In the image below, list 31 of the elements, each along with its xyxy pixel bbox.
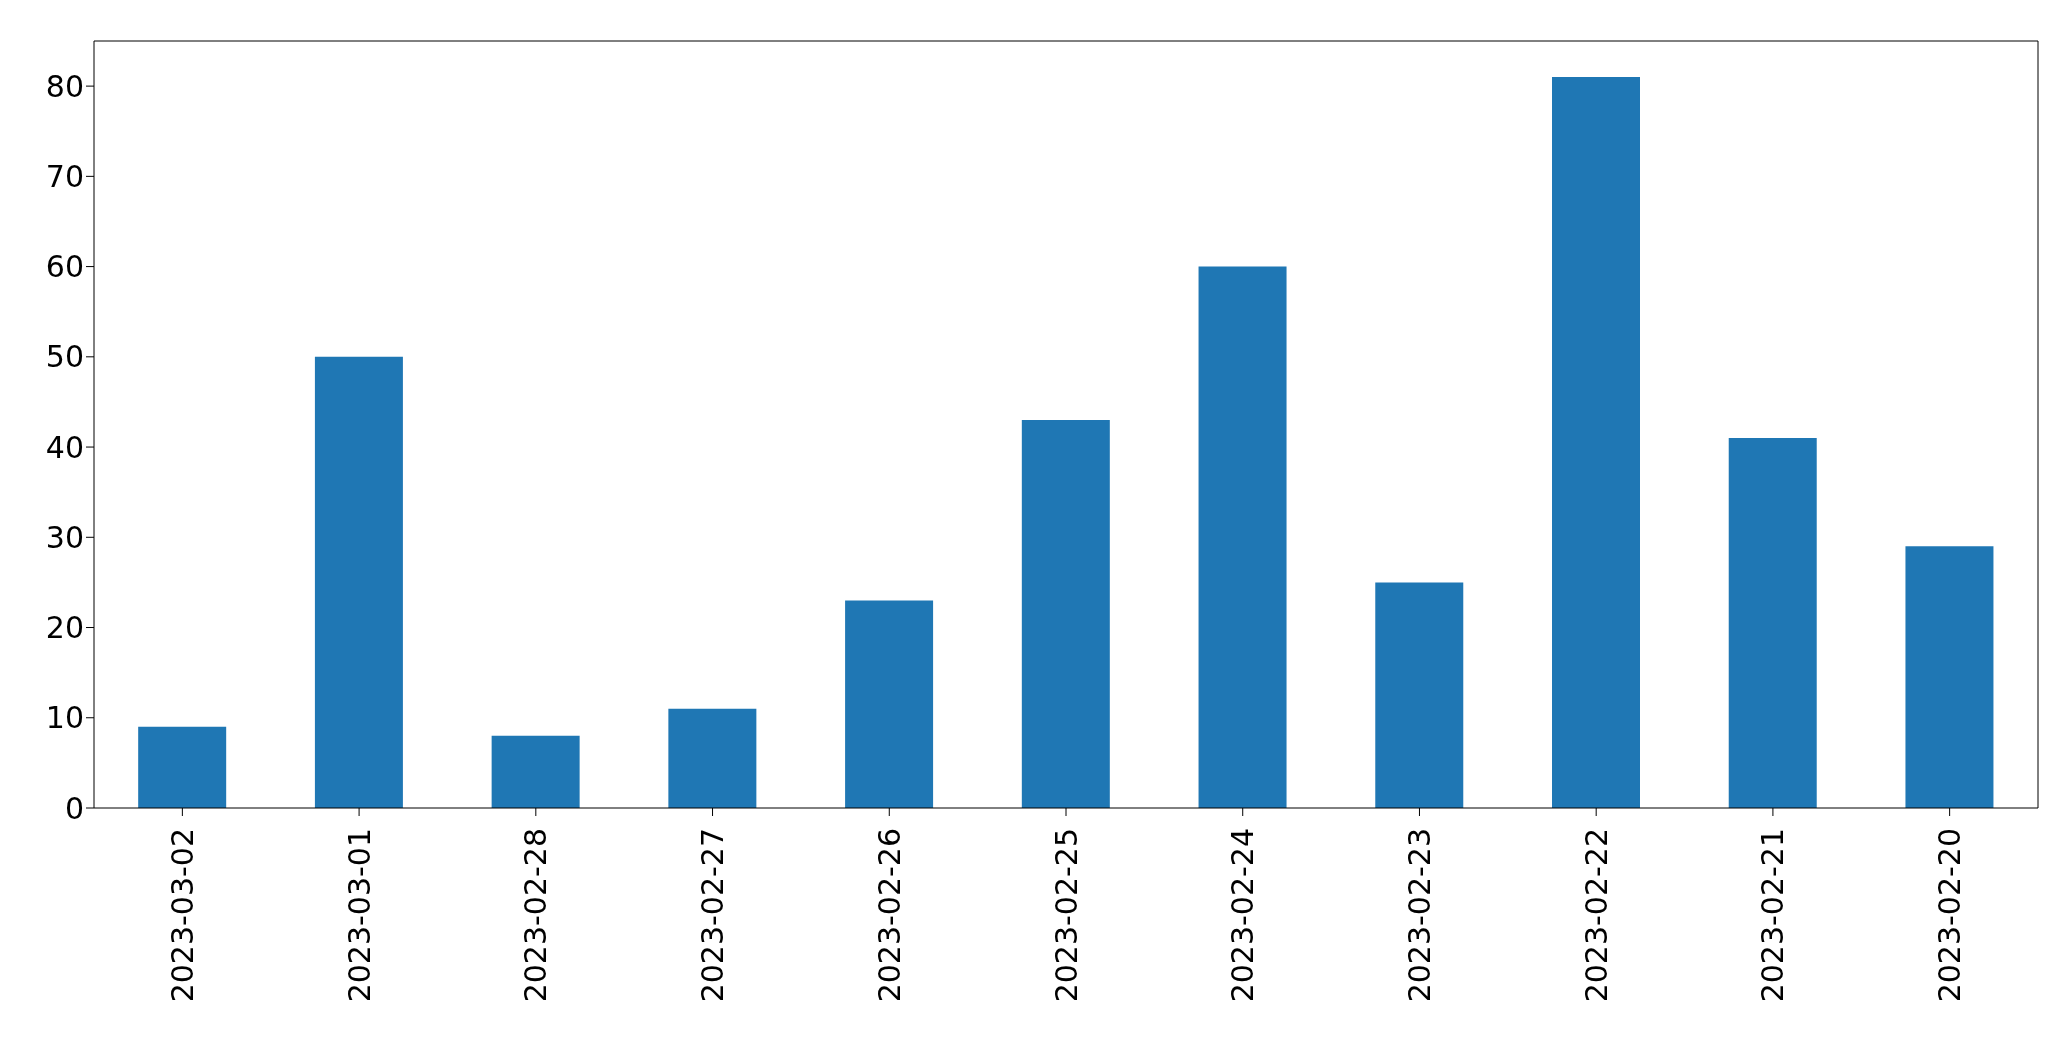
y-tick-label: 80 [45, 68, 84, 104]
bar [1021, 419, 1110, 808]
bar [1552, 77, 1640, 808]
x-tick-label: 2023-02-22 [1578, 828, 1614, 1003]
x-tick-label: 2023-02-26 [871, 828, 907, 1003]
x-tick-label: 2023-02-24 [1225, 828, 1261, 1003]
bar [1375, 582, 1464, 808]
x-tick-label: 2023-02-23 [1401, 828, 1437, 1003]
bar [668, 708, 757, 808]
bar [314, 356, 403, 808]
x-tick-label: 2023-02-25 [1048, 828, 1084, 1003]
bar [845, 600, 934, 808]
x-tick-label: 2023-03-01 [341, 828, 377, 1003]
x-tick-label: 2023-02-20 [1932, 828, 1968, 1003]
y-tick-label: 50 [45, 339, 84, 375]
x-tick-label: 2023-02-28 [518, 828, 554, 1003]
y-tick-label: 60 [45, 249, 84, 285]
bar [491, 735, 580, 808]
y-tick-label: 30 [45, 519, 84, 555]
bar [1728, 438, 1817, 808]
y-tick-label: 20 [45, 610, 84, 646]
x-tick-label: 2023-03-02 [164, 828, 200, 1003]
bar [138, 726, 227, 808]
bar [1198, 266, 1287, 808]
y-tick-label: 40 [45, 429, 84, 465]
y-tick-label: 70 [45, 159, 84, 194]
x-tick-label: 2023-02-21 [1755, 828, 1791, 1003]
x-tick-label: 2023-02-27 [695, 828, 731, 1003]
y-tick-label: 10 [45, 700, 84, 736]
bar [1905, 546, 1994, 808]
y-tick-label: 0 [64, 790, 84, 826]
